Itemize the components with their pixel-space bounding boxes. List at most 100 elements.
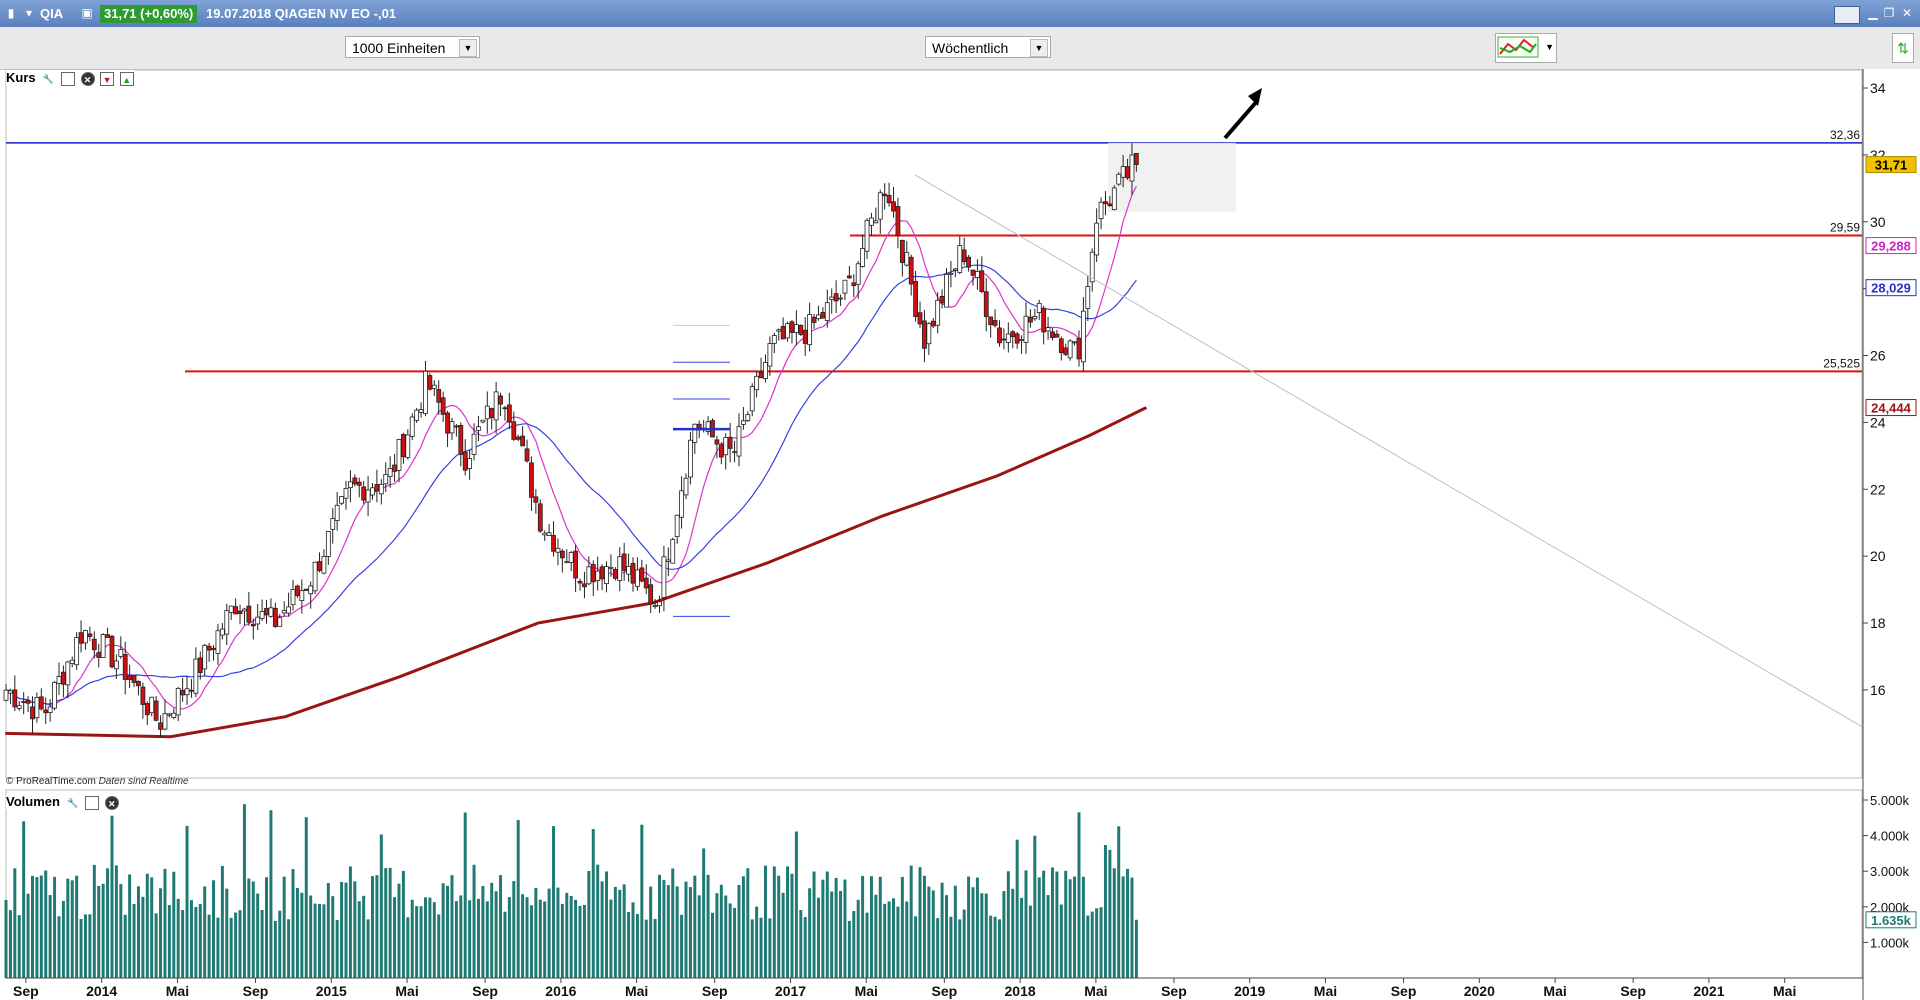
chevron-down-icon[interactable]: ▾ <box>25 6 33 20</box>
candle-body <box>869 217 874 226</box>
volume-bar <box>733 907 737 978</box>
candle-body <box>895 206 901 236</box>
candle-body <box>537 503 543 532</box>
candle <box>144 701 150 726</box>
candle-body <box>670 539 676 564</box>
period-select[interactable]: Wöchentlich ▼ <box>925 36 1051 58</box>
level-label-mid: 29,59 <box>1830 220 1860 234</box>
volume-tick-label: 1.000k <box>1870 935 1910 950</box>
candle <box>400 432 406 464</box>
candle <box>453 424 459 437</box>
candle-body <box>171 712 177 719</box>
candle-body <box>970 269 976 276</box>
volume-bar <box>538 899 542 978</box>
volume-bar <box>812 871 816 978</box>
volume-bar <box>763 865 767 978</box>
volume-bar <box>450 875 454 978</box>
keyboard-icon[interactable] <box>1834 6 1860 24</box>
volume-bar <box>949 916 953 978</box>
candle-body <box>69 659 75 664</box>
volume-bar <box>282 876 286 978</box>
candle <box>445 410 450 447</box>
units-select[interactable]: 1000 Einheiten ▼ <box>345 36 480 58</box>
candle-body <box>259 611 265 619</box>
candle <box>211 645 216 661</box>
wrench-icon[interactable]: 🔧 <box>42 73 54 84</box>
chevron-down-icon[interactable]: ▼ <box>459 39 477 57</box>
candle <box>87 626 93 642</box>
indicator-menu-button[interactable]: ▼ <box>1495 33 1557 63</box>
candle <box>118 636 124 659</box>
volume-bar <box>340 881 344 978</box>
candle-body <box>767 343 773 367</box>
candle-body <box>480 419 486 423</box>
volume-bar <box>446 885 450 978</box>
candle <box>242 607 247 626</box>
candle <box>520 426 526 447</box>
volume-bar <box>905 901 909 978</box>
info-icon[interactable]: ▣ <box>81 6 93 20</box>
wrench-icon[interactable]: 🔧 <box>66 797 79 808</box>
candle <box>988 316 994 338</box>
volume-bar <box>269 810 273 978</box>
object-palette-icon[interactable]: ⇅ <box>1892 33 1914 63</box>
volume-bar <box>75 875 79 978</box>
y-tick-label: 30 <box>1870 214 1886 230</box>
restore-icon[interactable]: ❐ <box>1883 6 1895 20</box>
candle-body <box>798 324 804 335</box>
candle-body <box>930 320 936 327</box>
close-icon[interactable]: ✕ <box>1901 6 1913 20</box>
value-tag-label: 24,444 <box>1871 401 1912 416</box>
candle <box>542 530 548 541</box>
candle-body <box>838 297 843 300</box>
candle <box>387 456 393 488</box>
candle <box>140 682 146 719</box>
chart-type-icon[interactable]: ▮ <box>7 6 15 20</box>
candle-body <box>392 464 397 472</box>
move-down-icon[interactable]: ▼ <box>100 71 115 86</box>
candle-body <box>370 487 375 496</box>
candle-body <box>224 610 230 635</box>
volume-bar <box>295 887 299 978</box>
move-up-icon[interactable]: ▲ <box>119 71 134 86</box>
candle-body <box>83 630 88 644</box>
candle <box>246 592 252 626</box>
volume-bar <box>816 897 820 978</box>
volume-bar <box>997 919 1001 978</box>
candle <box>131 674 137 688</box>
candle-body <box>109 635 115 668</box>
close-icon[interactable]: ✕ <box>104 795 119 810</box>
volume-bar <box>30 875 34 978</box>
candle-body <box>780 326 786 340</box>
candle-body <box>679 490 684 518</box>
volume-bar <box>697 895 701 978</box>
minimize-icon[interactable]: ▁ <box>1868 6 1878 20</box>
ticker-symbol[interactable]: QIA <box>40 6 64 21</box>
candle-body <box>683 477 689 496</box>
window-icon[interactable] <box>60 71 75 86</box>
candle <box>1103 191 1108 216</box>
candle <box>348 470 353 503</box>
candle-body <box>308 585 314 595</box>
candle-body <box>427 375 433 390</box>
window-icon[interactable] <box>85 795 100 810</box>
candle-body <box>317 561 322 571</box>
chevron-down-icon[interactable]: ▼ <box>1030 39 1048 57</box>
volume-bar <box>313 903 317 978</box>
candle <box>158 715 163 738</box>
volume-bar <box>242 804 246 978</box>
volume-bar <box>741 876 745 978</box>
candle-body <box>860 248 866 267</box>
candle <box>105 627 110 638</box>
volume-bar <box>119 884 123 978</box>
volume-bar <box>702 848 706 978</box>
candle-body <box>551 535 556 552</box>
candle <box>785 321 790 342</box>
close-icon[interactable]: ✕ <box>80 71 95 86</box>
chevron-down-icon[interactable]: ▼ <box>1545 42 1554 52</box>
volume-bar <box>1037 877 1041 978</box>
candle-body <box>383 474 389 485</box>
candle <box>458 422 464 467</box>
candle <box>612 567 618 581</box>
